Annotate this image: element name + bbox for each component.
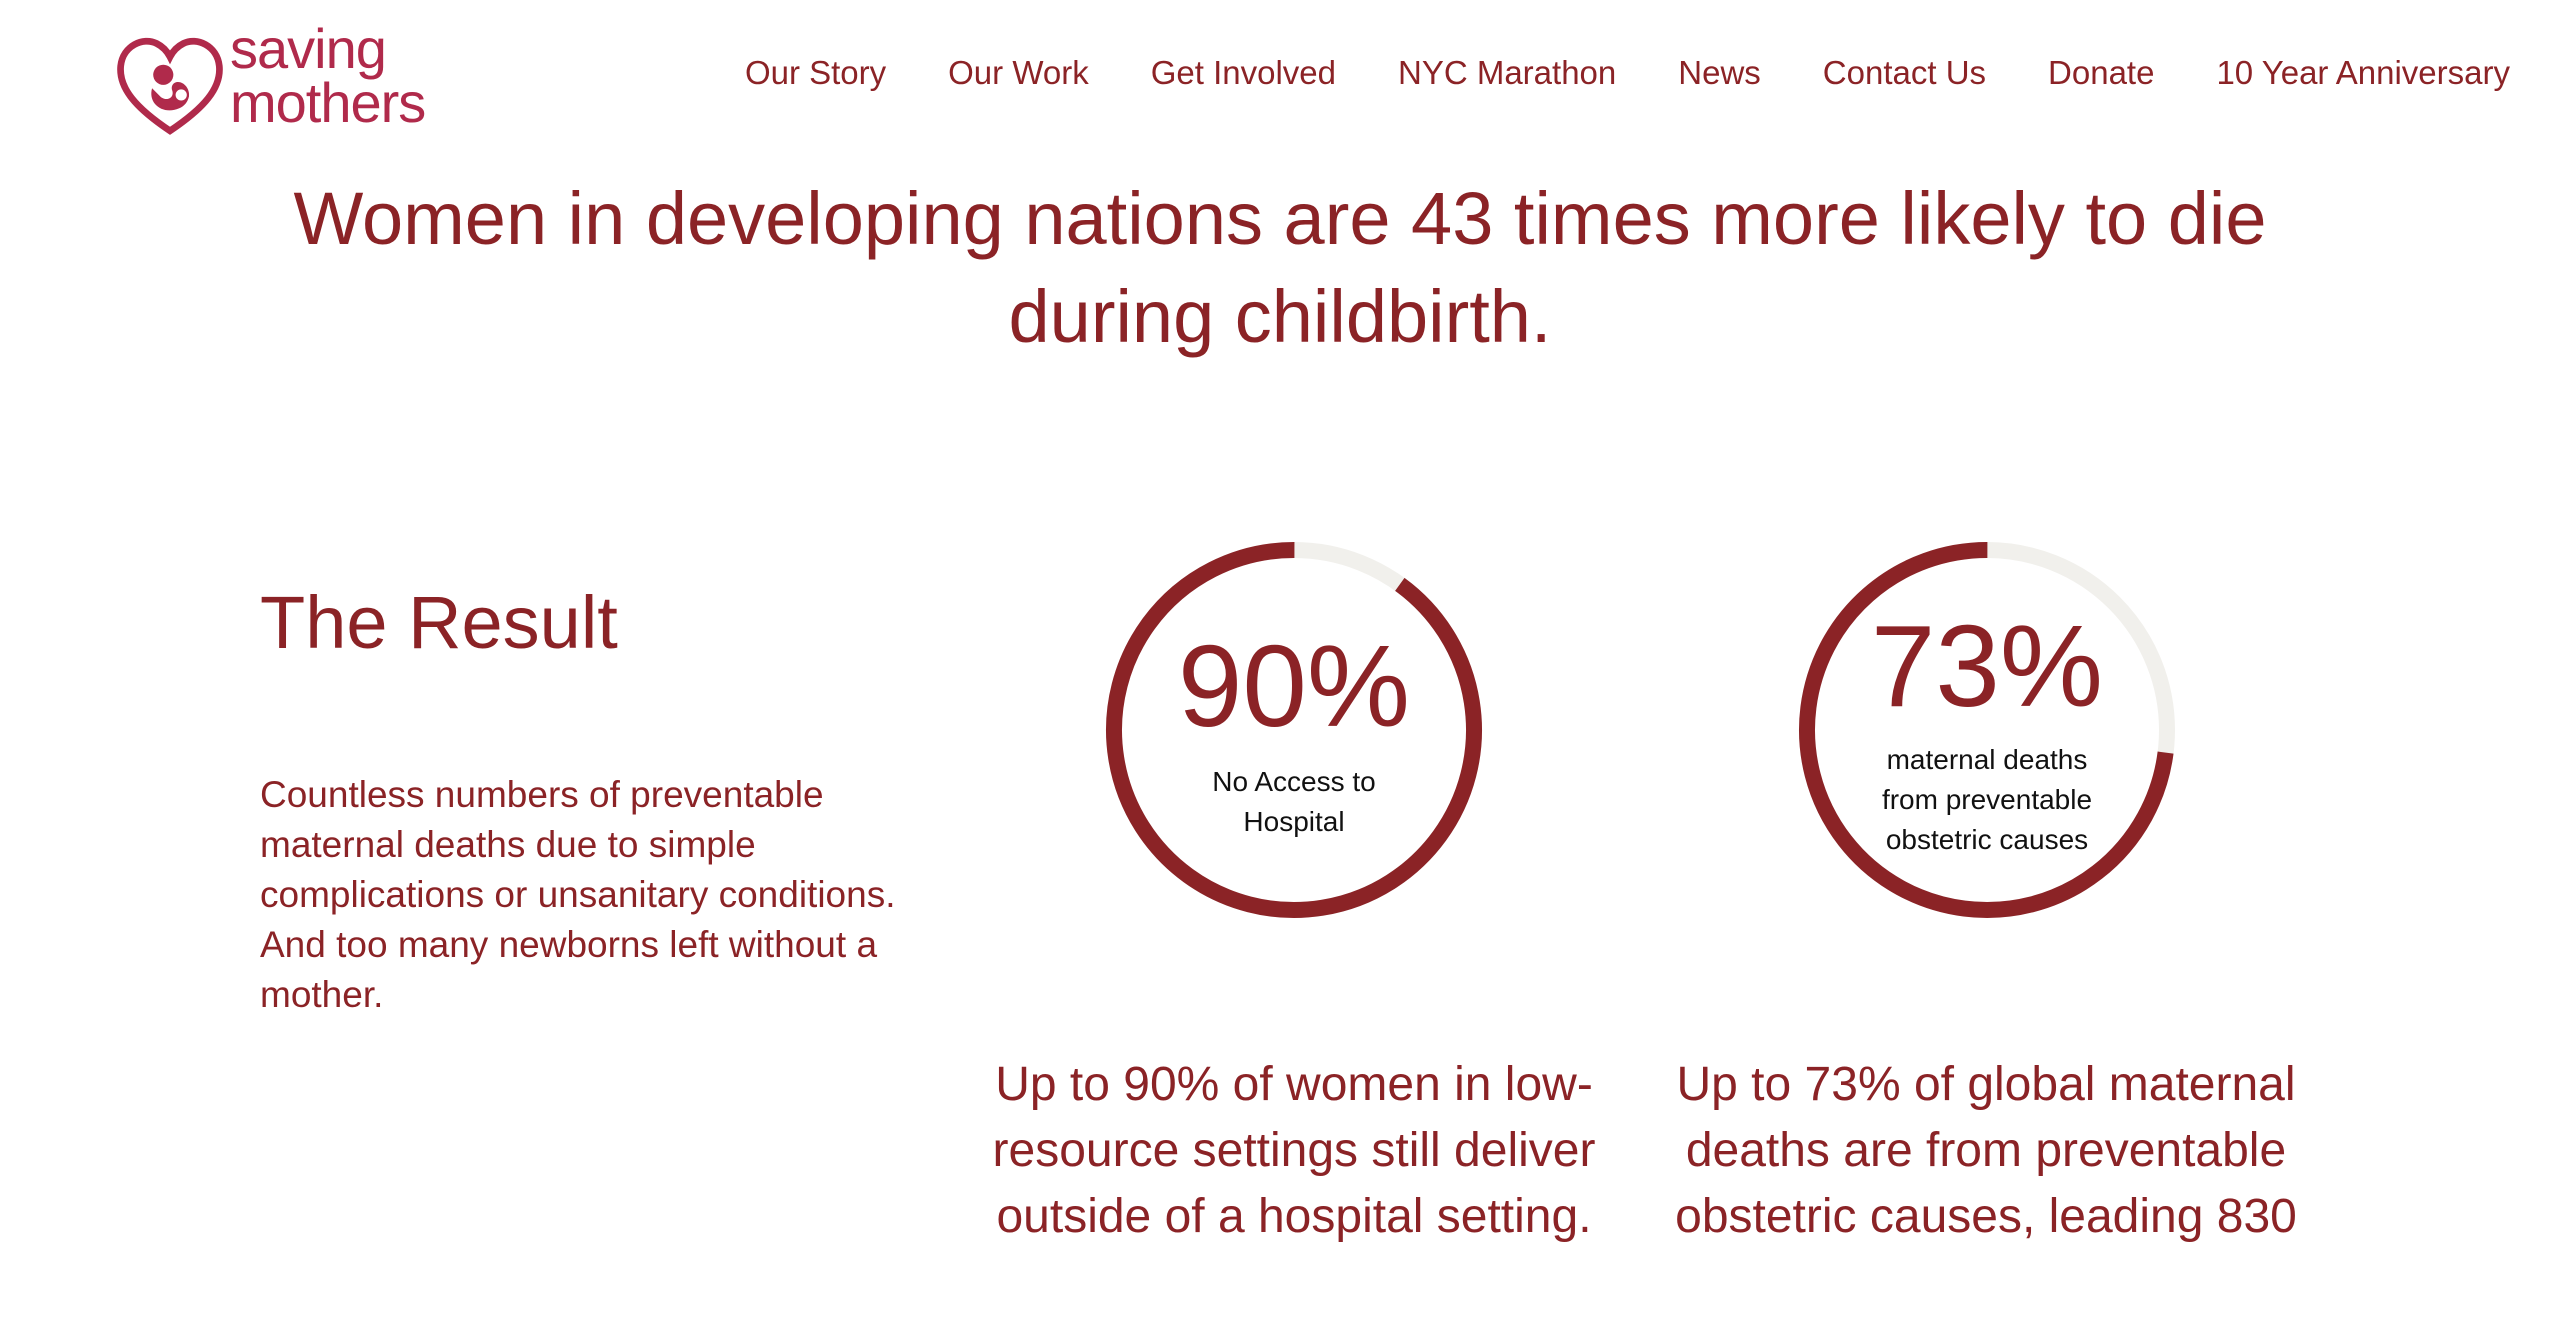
nav-our-story[interactable]: Our Story xyxy=(744,54,887,91)
heart-mother-child-icon xyxy=(117,37,223,135)
stat-label: maternal deaths from preventable obstetr… xyxy=(1881,744,2093,855)
nav-our-work[interactable]: Our Work xyxy=(948,54,1089,91)
ring-progress xyxy=(1106,542,1482,918)
nav-get-involved[interactable]: Get Involved xyxy=(1150,54,1336,91)
stat-label: No Access to Hospital xyxy=(1212,766,1376,837)
progress-ring-90 xyxy=(1106,542,1482,918)
logo-line-mothers: mothers xyxy=(230,71,426,134)
page-headline: Women in developing nations are 43 times… xyxy=(293,177,2267,358)
stat-value: 73% xyxy=(1870,601,2104,731)
nav-news[interactable]: News xyxy=(1678,54,1761,91)
stat-ring-no-hospital-access: 90% No Access to Hospital xyxy=(1104,540,1484,920)
nav-10-year-anniversary[interactable]: 10 Year Anniversary xyxy=(2216,54,2510,91)
result-body: Countless numbers of preventable materna… xyxy=(260,774,896,1015)
nav-nyc-marathon[interactable]: NYC Marathon xyxy=(1398,54,1617,91)
nav-donate[interactable]: Donate xyxy=(2048,54,2155,91)
stat-ring-preventable-deaths: 73% maternal deaths from preventable obs… xyxy=(1797,540,2177,920)
logo-line-saving: saving xyxy=(230,17,387,80)
stat-description-hospital: Up to 90% of women in low-resource setti… xyxy=(992,1058,1596,1243)
logo-wordmark: saving mothers xyxy=(230,17,426,134)
progress-ring-73 xyxy=(1799,542,2175,918)
result-heading: The Result xyxy=(260,581,618,664)
stat-value: 90% xyxy=(1177,621,1411,751)
stat-description-obstetric: Up to 73% of global maternal deaths are … xyxy=(1675,1058,2297,1243)
nav-contact-us[interactable]: Contact Us xyxy=(1822,54,1987,91)
site-logo[interactable]: saving mothers xyxy=(114,17,454,135)
main-nav: Our Story Our Work Get Involved NYC Mara… xyxy=(745,48,2510,98)
